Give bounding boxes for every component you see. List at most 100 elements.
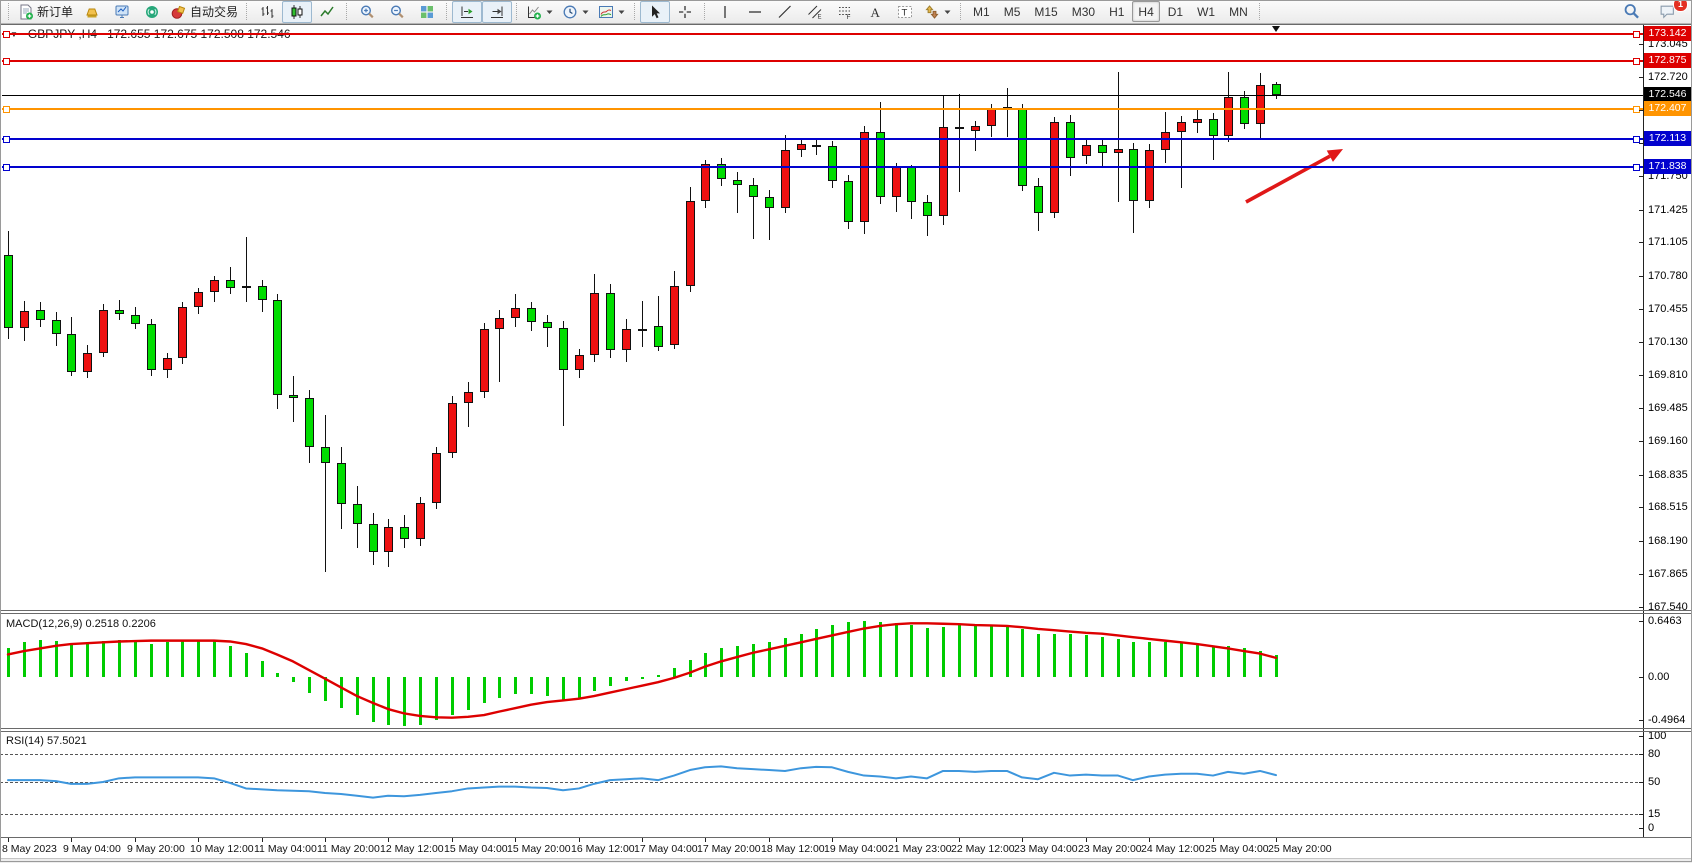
tf-m30-label: M30 bbox=[1071, 4, 1096, 19]
price-tick-label: 170.130 bbox=[1648, 336, 1688, 349]
toolbar: 新订单 自动交易 E F A T M1 M5 M15 M30 H1 H4 D1 W1 MN 1 bbox=[0, 0, 1692, 24]
line-handle[interactable] bbox=[3, 106, 10, 113]
line-handle[interactable] bbox=[1633, 164, 1640, 171]
candle-body bbox=[1018, 108, 1027, 186]
horizontal-line-button[interactable] bbox=[740, 1, 770, 23]
tf-m30[interactable]: M30 bbox=[1066, 1, 1101, 22]
market-watch-button[interactable] bbox=[107, 1, 137, 23]
line-handle[interactable] bbox=[1633, 58, 1640, 65]
tf-m15-label: M15 bbox=[1034, 4, 1058, 19]
macd-histogram-bar bbox=[498, 677, 501, 698]
macd-pane-separator[interactable] bbox=[0, 610, 1692, 611]
support-line[interactable] bbox=[2, 138, 1643, 140]
rsi-pane-separator[interactable] bbox=[0, 731, 1692, 732]
candle-body bbox=[1145, 149, 1154, 201]
tf-m5[interactable]: M5 bbox=[998, 1, 1027, 22]
gold-bar-button[interactable] bbox=[77, 1, 107, 23]
tf-h1[interactable]: H1 bbox=[1103, 1, 1130, 22]
time-axis-tick bbox=[515, 838, 516, 842]
price-axis[interactable]: 173.045172.720172.395172.075171.750171.4… bbox=[1639, 25, 1692, 858]
time-axis-tick bbox=[325, 838, 326, 842]
price-level-badge: 171.838 bbox=[1644, 159, 1691, 175]
resistance-line[interactable] bbox=[2, 33, 1643, 35]
candle-body bbox=[400, 527, 409, 540]
line-handle[interactable] bbox=[3, 164, 10, 171]
tf-m1[interactable]: M1 bbox=[967, 1, 996, 22]
time-axis[interactable] bbox=[0, 838, 1692, 858]
time-axis-label: 8 May 2023 bbox=[2, 843, 57, 855]
text-button[interactable]: A bbox=[860, 1, 890, 23]
bar-chart-button[interactable] bbox=[252, 1, 282, 23]
current-price-line[interactable] bbox=[2, 95, 1643, 96]
templates-button[interactable] bbox=[594, 1, 630, 23]
indicators-icon bbox=[528, 6, 542, 19]
candle-body bbox=[717, 164, 726, 180]
indicators-button[interactable] bbox=[522, 1, 558, 23]
line-handle[interactable] bbox=[1633, 136, 1640, 143]
line-handle[interactable] bbox=[1633, 31, 1640, 38]
tf-mn[interactable]: MN bbox=[1223, 1, 1254, 22]
orange-level-line[interactable] bbox=[2, 108, 1643, 110]
support-line[interactable] bbox=[2, 166, 1643, 168]
zoom-in-button[interactable] bbox=[352, 1, 382, 23]
tf-w1[interactable]: W1 bbox=[1191, 1, 1221, 22]
time-axis-label: 25 May 20:00 bbox=[1268, 843, 1332, 855]
vertical-line-button[interactable] bbox=[710, 1, 740, 23]
candlestick-button[interactable] bbox=[282, 0, 313, 23]
line-chart-button[interactable] bbox=[312, 1, 342, 23]
line-chart-icon bbox=[320, 6, 334, 16]
tile-windows-button[interactable] bbox=[412, 1, 442, 23]
trendline-button[interactable] bbox=[770, 1, 800, 23]
rsi-scale-label: 50 bbox=[1648, 776, 1661, 788]
macd-histogram-bar bbox=[958, 625, 961, 677]
new-order-button[interactable]: 新订单 bbox=[14, 1, 77, 23]
line-handle[interactable] bbox=[3, 31, 10, 38]
macd-histogram-bar bbox=[1148, 642, 1151, 677]
macd-histogram-bar bbox=[1196, 644, 1199, 677]
macd-histogram-bar bbox=[403, 677, 406, 727]
zoom-out-button[interactable] bbox=[382, 1, 412, 23]
cursor-button[interactable] bbox=[640, 0, 671, 23]
arrow-annotation[interactable] bbox=[1245, 154, 1331, 204]
price-level-badge: 172.875 bbox=[1644, 53, 1691, 69]
rsi-scale-label: 0 bbox=[1648, 822, 1655, 834]
macd-pane-separator[interactable] bbox=[0, 613, 1692, 614]
caret-down-icon bbox=[618, 10, 625, 14]
candle-body bbox=[1193, 119, 1202, 124]
line-handle[interactable] bbox=[3, 136, 10, 143]
macd-scale-tick bbox=[1639, 677, 1643, 678]
tf-h4[interactable]: H4 bbox=[1132, 1, 1160, 22]
tf-d1[interactable]: D1 bbox=[1162, 1, 1189, 22]
macd-histogram-bar bbox=[768, 642, 771, 677]
price-level-badge: 172.407 bbox=[1644, 101, 1691, 117]
autotrading-icon bbox=[171, 5, 186, 19]
line-handle[interactable] bbox=[1633, 106, 1640, 113]
signals-button[interactable] bbox=[137, 1, 167, 23]
rsi-pane-separator[interactable] bbox=[0, 728, 1692, 729]
candle-body bbox=[1098, 144, 1107, 153]
time-axis-label: 12 May 12:00 bbox=[380, 843, 444, 855]
channel-button[interactable]: E bbox=[800, 1, 830, 23]
arrow-annotation-head[interactable] bbox=[1326, 149, 1343, 162]
text-label-button[interactable]: T bbox=[890, 1, 920, 23]
autotrading-button[interactable]: 自动交易 bbox=[167, 1, 242, 23]
periods-button[interactable] bbox=[558, 1, 594, 23]
auto-scroll-button[interactable] bbox=[452, 0, 483, 23]
search-button[interactable] bbox=[1616, 1, 1646, 23]
tf-m15[interactable]: M15 bbox=[1028, 1, 1063, 22]
price-tick bbox=[1639, 110, 1643, 112]
text-icon: A bbox=[871, 5, 881, 20]
candle-body bbox=[1161, 132, 1170, 150]
chat-button[interactable]: 1 bbox=[1652, 0, 1688, 23]
chart-shift-button[interactable] bbox=[482, 0, 513, 23]
crosshair-button[interactable] bbox=[670, 1, 700, 23]
resistance-line[interactable] bbox=[2, 60, 1643, 62]
candle-body bbox=[1114, 148, 1123, 153]
shapes-button[interactable] bbox=[920, 1, 956, 23]
fibonacci-button[interactable]: F bbox=[830, 1, 860, 23]
candle-body bbox=[797, 143, 806, 150]
price-tick bbox=[1639, 342, 1643, 344]
candle-wick bbox=[975, 121, 976, 151]
line-handle[interactable] bbox=[3, 58, 10, 65]
macd-histogram-bar bbox=[387, 677, 390, 725]
